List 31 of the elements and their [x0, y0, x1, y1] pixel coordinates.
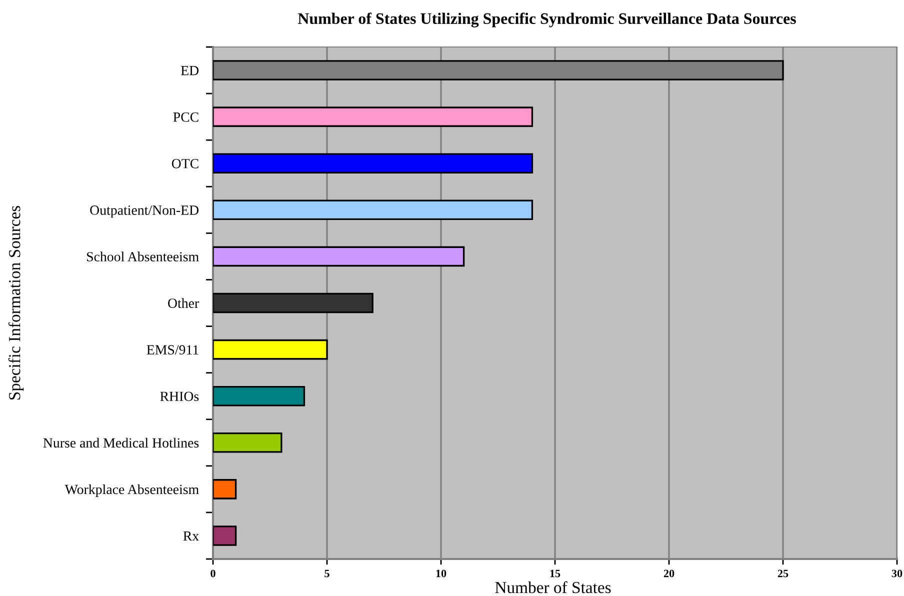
- bar: [213, 526, 237, 546]
- y-tick-label: Workplace Absenteeism: [64, 484, 199, 497]
- y-tick-label: ED: [180, 66, 199, 76]
- y-tick-label: Nurse and Medical Hotlines: [43, 438, 199, 448]
- x-tick-label: 25: [778, 570, 788, 578]
- bar: [213, 432, 282, 453]
- y-tick-label: Rx: [183, 531, 199, 541]
- x-tick-label: 5: [324, 570, 330, 578]
- y-tick-label: OTC: [172, 158, 198, 168]
- bar: [213, 106, 534, 127]
- bar: [213, 479, 237, 500]
- y-tick-label: School Absenteeism: [87, 252, 199, 262]
- x-tick-label: 0: [210, 570, 216, 578]
- x-axis-title: Number of States: [495, 581, 611, 594]
- y-tick-label: Outpatient/Non-ED: [90, 206, 199, 218]
- bar: [213, 339, 328, 360]
- y-tick-label: Other: [168, 298, 199, 308]
- y-axis-title: Specific Information Sources: [8, 206, 24, 400]
- x-tick-label: 20: [664, 570, 674, 578]
- y-tick-label: EMS/911: [146, 345, 198, 354]
- y-tick-label: RHIOs: [160, 392, 199, 402]
- x-tick-label: 30: [892, 570, 902, 578]
- x-tick-label: 15: [550, 570, 560, 578]
- bar: [213, 386, 306, 406]
- x-tick-label: 10: [436, 570, 446, 578]
- chart-title: Number of States Utilizing Specific Syndromic Surveillance Data Sources: [298, 12, 796, 28]
- bar: [213, 200, 534, 220]
- bar: [213, 153, 534, 174]
- bar: [213, 292, 374, 314]
- y-tick-label: PCC: [173, 112, 198, 122]
- bar: [213, 246, 465, 267]
